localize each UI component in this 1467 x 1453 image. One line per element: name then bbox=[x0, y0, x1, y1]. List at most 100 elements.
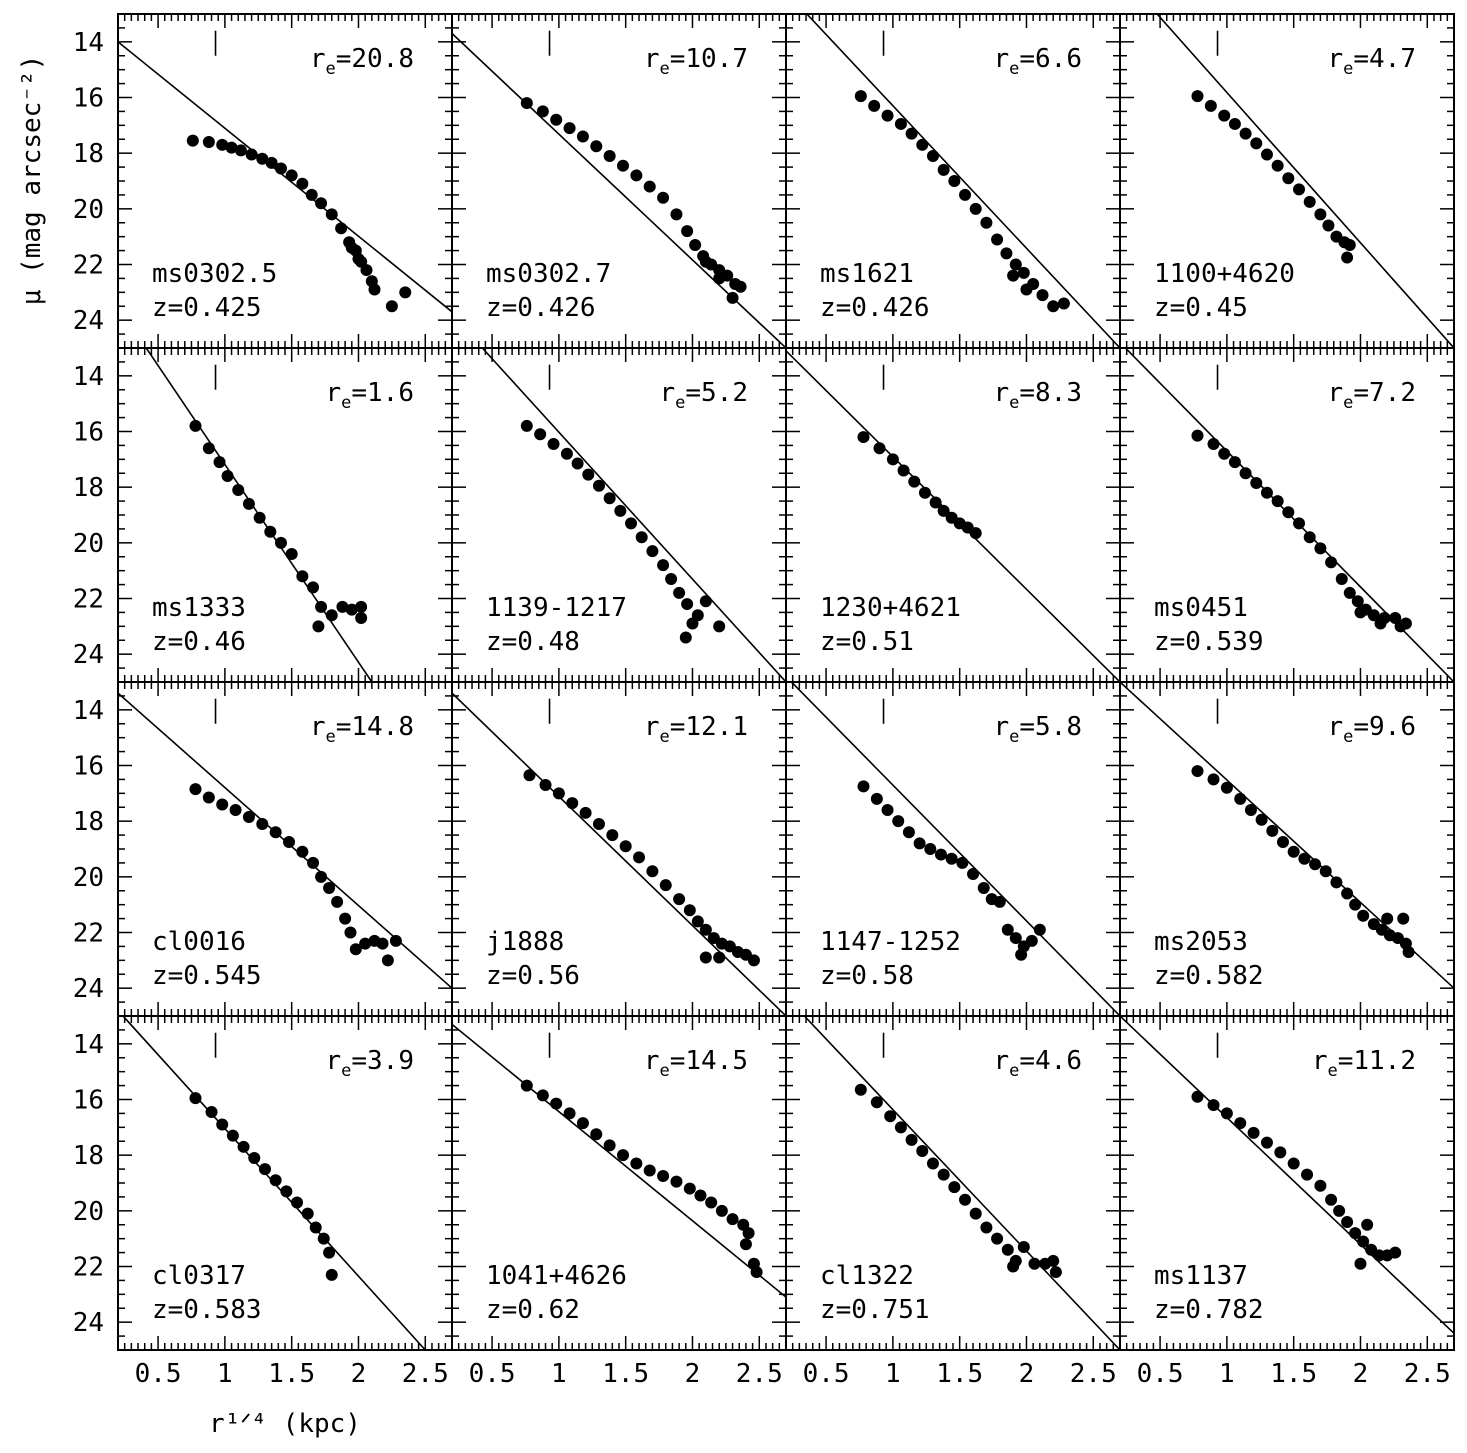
data-point bbox=[916, 1144, 929, 1157]
data-point bbox=[726, 291, 739, 304]
data-point bbox=[683, 904, 696, 917]
cluster-redshift: z=0.426 bbox=[486, 293, 596, 323]
data-point bbox=[670, 1175, 683, 1188]
data-point bbox=[980, 216, 993, 229]
data-point bbox=[699, 595, 712, 608]
y-tick-label: 16 bbox=[73, 84, 104, 114]
y-tick-label: 16 bbox=[73, 418, 104, 448]
data-point bbox=[520, 1079, 533, 1092]
data-point bbox=[315, 600, 328, 613]
panel-ms0451: re=7.2 ms0451 z=0.539 bbox=[1119, 347, 1455, 683]
data-point bbox=[566, 797, 579, 810]
data-point bbox=[937, 504, 950, 517]
data-point bbox=[1314, 1179, 1327, 1192]
y-tick-label: 14 bbox=[73, 28, 104, 58]
data-point bbox=[1374, 617, 1387, 630]
data-point bbox=[633, 851, 646, 864]
data-point bbox=[1244, 804, 1257, 817]
data-point bbox=[325, 208, 338, 221]
x-tick-label: 0.5 bbox=[1137, 1359, 1184, 1389]
re-label: re=4.6 bbox=[993, 1046, 1082, 1081]
data-point bbox=[991, 233, 1004, 246]
data-point bbox=[547, 438, 560, 451]
data-point bbox=[1303, 531, 1316, 544]
data-point bbox=[1009, 258, 1022, 271]
data-point bbox=[1001, 923, 1014, 936]
data-point bbox=[1025, 934, 1038, 947]
data-point bbox=[959, 1193, 972, 1206]
y-tick-label: 24 bbox=[73, 974, 104, 1004]
data-point bbox=[232, 483, 245, 496]
data-point bbox=[694, 1189, 707, 1202]
y-tick-label: 16 bbox=[73, 752, 104, 782]
fit-line bbox=[1120, 1016, 1454, 1334]
data-point bbox=[523, 769, 536, 782]
data-point bbox=[225, 141, 238, 154]
data-point bbox=[237, 1140, 250, 1153]
cluster-redshift: z=0.45 bbox=[1154, 293, 1248, 323]
data-point bbox=[590, 1128, 603, 1141]
data-point bbox=[1247, 1126, 1260, 1139]
data-point bbox=[657, 559, 670, 572]
data-point bbox=[1322, 219, 1335, 232]
data-point bbox=[617, 1149, 630, 1162]
panel-ms0302.5: 14 16 18 20 22 24 re=20.8 ms0302.5 z=0.425 bbox=[73, 13, 453, 349]
data-point bbox=[264, 525, 277, 538]
fit-line bbox=[1156, 14, 1454, 348]
data-point bbox=[202, 791, 215, 804]
data-point bbox=[1020, 283, 1033, 296]
panel-ms1333: 14 16 18 20 22 24 re=1.6 ms1333 z=0.46 bbox=[73, 347, 453, 683]
panel-cl0016: 14 16 18 20 22 24 re=14.8 cl0016 z=0.545 bbox=[73, 681, 453, 1017]
data-point bbox=[1218, 447, 1231, 460]
data-point bbox=[924, 843, 937, 855]
re-label: re=5.2 bbox=[659, 378, 748, 413]
data-point bbox=[1017, 1241, 1030, 1254]
data-point bbox=[1276, 836, 1289, 849]
cluster-redshift: z=0.426 bbox=[820, 293, 930, 323]
data-point bbox=[894, 1121, 907, 1134]
data-point bbox=[1287, 845, 1300, 858]
data-point bbox=[713, 951, 726, 964]
data-point bbox=[1260, 1136, 1273, 1149]
data-point bbox=[1260, 486, 1273, 499]
panel-cl0317: 14 16 18 20 22 24 0.5 1 1.5 2 2.5 re=3.9 cl0317 z=0.5… bbox=[73, 1015, 453, 1389]
data-point bbox=[245, 148, 258, 161]
data-point bbox=[635, 531, 648, 544]
data-point bbox=[359, 937, 372, 950]
data-point bbox=[389, 934, 402, 947]
data-point bbox=[242, 497, 255, 510]
cluster-name: ms0302.5 bbox=[152, 259, 277, 289]
data-point bbox=[234, 144, 247, 157]
data-point bbox=[309, 1221, 322, 1234]
panel-ms1137: 0.5 1 1.5 2 2.5 re=11.2 ms1137 z=0.782 bbox=[1119, 1015, 1455, 1389]
data-point bbox=[520, 419, 533, 432]
data-point bbox=[884, 1110, 897, 1123]
data-point bbox=[713, 620, 726, 633]
data-point bbox=[625, 517, 638, 530]
data-point bbox=[1047, 300, 1060, 313]
data-point bbox=[202, 136, 215, 149]
data-point bbox=[323, 1246, 336, 1259]
data-point bbox=[937, 163, 950, 176]
data-point bbox=[285, 169, 298, 182]
panel-ms0302.7: re=10.7 ms0302.7 z=0.426 bbox=[451, 13, 787, 349]
data-point bbox=[576, 130, 589, 143]
cluster-name: cl0016 bbox=[152, 927, 246, 957]
data-point bbox=[1271, 159, 1284, 172]
data-point bbox=[381, 954, 394, 967]
cluster-redshift: z=0.46 bbox=[152, 627, 246, 657]
data-point bbox=[1049, 1266, 1062, 1279]
data-point bbox=[296, 177, 309, 190]
data-point bbox=[726, 1213, 739, 1226]
data-point bbox=[916, 138, 929, 151]
data-point bbox=[606, 829, 619, 842]
data-point bbox=[339, 912, 352, 925]
fit-line bbox=[145, 348, 373, 682]
fit-line bbox=[481, 348, 786, 682]
data-point bbox=[673, 893, 686, 906]
data-point bbox=[686, 617, 699, 630]
x-tick-label: 1 bbox=[885, 1359, 901, 1389]
panel-1147-1252: re=5.8 1147-1252 z=0.58 bbox=[785, 681, 1121, 1017]
cluster-redshift: z=0.782 bbox=[1154, 1295, 1264, 1325]
data-point bbox=[213, 456, 226, 469]
